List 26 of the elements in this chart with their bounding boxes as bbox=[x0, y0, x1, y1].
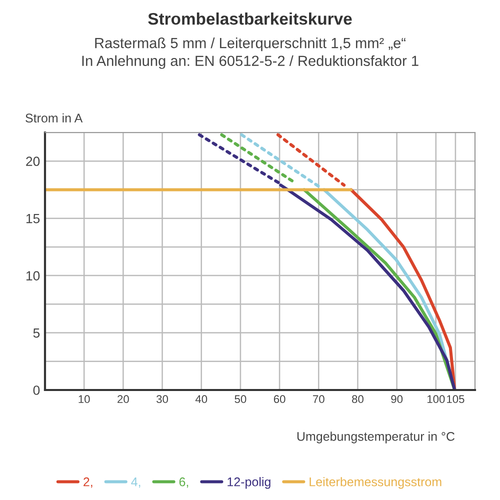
x-tick-label: 40 bbox=[195, 395, 208, 404]
x-tick-label: 20 bbox=[118, 395, 129, 404]
x-tick-label: 10 bbox=[78, 395, 90, 404]
x-tick-label: 50 bbox=[234, 395, 246, 404]
legend-label: 12-polig bbox=[228, 477, 270, 489]
legend-label: 4, bbox=[131, 478, 140, 488]
y-tick-label: 10 bbox=[26, 271, 40, 280]
y-tick-label: 5 bbox=[33, 328, 40, 338]
x-tick-label: 60 bbox=[274, 395, 286, 404]
legend-label: 2, bbox=[84, 477, 92, 488]
x-tick-label: 70 bbox=[313, 395, 324, 404]
chart-subtitle: Rastermaß 5 mm / Leiterquerschnitt 1,5 mm² „e“ In Anlehnung an: EN 60512-5-2 / Reduktionsfaktor 1 bbox=[82, 38, 418, 69]
line-series bbox=[350, 188, 456, 390]
x-tick-label: 80 bbox=[352, 395, 364, 404]
y-tick-label: 0 bbox=[33, 386, 40, 395]
x-tick-label: 90 bbox=[391, 395, 403, 404]
x-tick-label: 100 bbox=[427, 395, 445, 404]
x-tick-label: 105 bbox=[447, 395, 464, 404]
x-tick-label: 30 bbox=[156, 395, 168, 404]
chart-title: Strombelastbarkeitskurve bbox=[148, 12, 352, 25]
y-tick-label: 15 bbox=[26, 214, 40, 224]
y-tick-label: 20 bbox=[26, 156, 40, 166]
legend-label: Leiterbemessungsstrom bbox=[310, 477, 442, 489]
x-axis-title: Umgebungstemperatur in °C bbox=[297, 432, 455, 444]
y-axis-title: Strom in A bbox=[26, 113, 83, 123]
legend-label: 6, bbox=[179, 477, 188, 488]
